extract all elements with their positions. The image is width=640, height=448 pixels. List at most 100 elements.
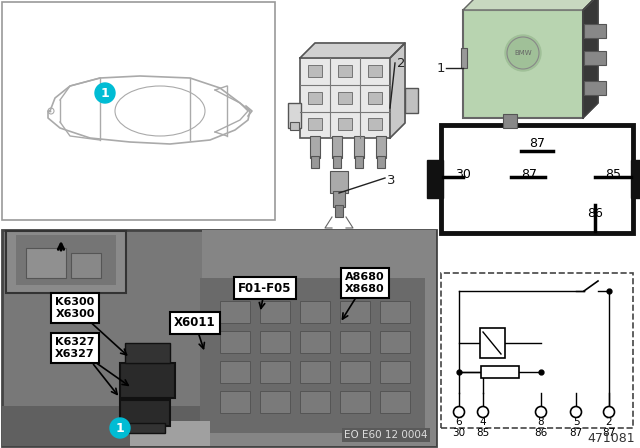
Text: 8: 8	[538, 417, 544, 427]
Circle shape	[454, 406, 465, 418]
Bar	[120, 400, 170, 426]
Circle shape	[95, 83, 115, 103]
Bar	[200, 278, 425, 433]
Bar	[71, 253, 101, 278]
Bar	[330, 171, 348, 193]
Bar	[340, 361, 370, 383]
Text: 4: 4	[480, 417, 486, 427]
Text: 1: 1	[100, 86, 109, 99]
Bar	[380, 301, 410, 323]
Text: 30: 30	[452, 428, 465, 438]
Bar	[2, 230, 436, 446]
Text: 87: 87	[521, 168, 537, 181]
Bar	[368, 65, 382, 77]
Bar	[335, 205, 343, 217]
Text: 87: 87	[529, 137, 545, 150]
Circle shape	[604, 406, 614, 418]
Text: 3: 3	[387, 173, 396, 186]
Text: K6327
X6327: K6327 X6327	[55, 337, 95, 359]
Bar	[288, 103, 301, 128]
Bar	[481, 366, 519, 378]
Text: 471081: 471081	[588, 432, 635, 445]
Bar	[125, 423, 165, 433]
Bar	[354, 136, 364, 158]
Circle shape	[110, 418, 130, 438]
Text: 87: 87	[602, 428, 616, 438]
Bar	[2, 2, 275, 220]
Bar	[300, 58, 390, 138]
Bar	[461, 48, 467, 68]
Bar	[333, 191, 345, 207]
Bar	[338, 118, 352, 130]
Bar	[333, 156, 341, 168]
Bar	[631, 160, 640, 198]
Bar	[220, 331, 250, 353]
Text: EO E60 12 0004: EO E60 12 0004	[344, 430, 428, 440]
Bar	[260, 331, 290, 353]
Bar	[332, 136, 342, 158]
Bar	[338, 65, 352, 77]
Polygon shape	[390, 43, 405, 138]
Bar	[300, 361, 330, 383]
Bar	[290, 122, 299, 130]
Text: 1: 1	[436, 61, 445, 74]
Circle shape	[570, 406, 582, 418]
Bar	[380, 331, 410, 353]
Bar	[340, 331, 370, 353]
Polygon shape	[463, 0, 598, 10]
Text: BMW: BMW	[514, 50, 532, 56]
Polygon shape	[583, 0, 598, 118]
Bar	[300, 301, 330, 323]
Bar	[584, 81, 606, 95]
Text: 5: 5	[573, 417, 579, 427]
Bar	[120, 363, 175, 398]
Bar	[338, 92, 352, 104]
Bar	[220, 361, 250, 383]
Text: 30: 30	[455, 168, 471, 181]
Bar	[2, 406, 436, 446]
Text: 2: 2	[397, 56, 406, 69]
Bar	[405, 88, 418, 113]
Bar	[310, 136, 320, 158]
Bar	[220, 391, 250, 413]
Bar	[480, 328, 505, 358]
Text: 2: 2	[605, 417, 612, 427]
Bar	[260, 301, 290, 323]
Bar	[300, 391, 330, 413]
Circle shape	[536, 406, 547, 418]
Bar	[380, 361, 410, 383]
Text: F01-F05: F01-F05	[238, 281, 292, 294]
Bar	[260, 391, 290, 413]
Bar	[220, 301, 250, 323]
Bar	[300, 331, 330, 353]
Text: 87: 87	[570, 428, 582, 438]
Bar	[427, 160, 443, 198]
Polygon shape	[300, 43, 405, 58]
Bar	[584, 51, 606, 65]
Bar	[340, 301, 370, 323]
Text: A8680
X8680: A8680 X8680	[345, 272, 385, 294]
Bar	[311, 156, 319, 168]
Bar	[368, 92, 382, 104]
FancyBboxPatch shape	[463, 10, 583, 118]
Text: K6300
X6300: K6300 X6300	[55, 297, 95, 319]
Bar	[584, 24, 606, 38]
Text: 6: 6	[456, 417, 462, 427]
Text: 1: 1	[116, 422, 124, 435]
Bar	[16, 235, 116, 285]
Bar	[308, 65, 322, 77]
Bar	[441, 273, 633, 428]
Bar	[308, 92, 322, 104]
Bar	[125, 343, 170, 363]
Bar	[26, 248, 66, 278]
Bar	[260, 361, 290, 383]
Circle shape	[505, 35, 541, 71]
Bar	[380, 391, 410, 413]
Text: 85: 85	[476, 428, 490, 438]
Text: 86: 86	[534, 428, 548, 438]
Text: X6011: X6011	[174, 316, 216, 329]
Bar	[6, 231, 126, 293]
Bar	[130, 421, 210, 446]
Bar	[308, 118, 322, 130]
Circle shape	[477, 406, 488, 418]
